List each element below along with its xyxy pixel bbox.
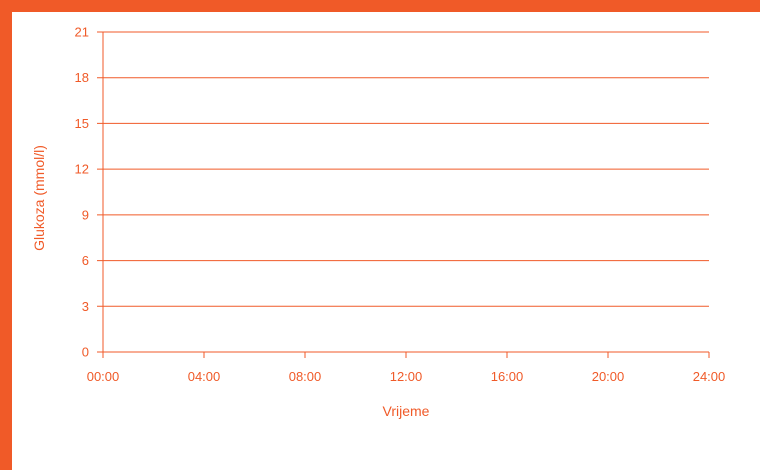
y-tick-label: 9 <box>82 207 89 222</box>
y-tick-label: 0 <box>82 345 89 360</box>
x-tick-label: 24:00 <box>693 369 726 384</box>
top-accent-bar <box>0 0 760 12</box>
y-tick-label: 15 <box>75 116 89 131</box>
y-axis-title: Glukoza (mmol/l) <box>31 145 47 251</box>
left-accent-bar <box>0 0 12 470</box>
y-tick-label: 3 <box>82 299 89 314</box>
x-axis-title: Vrijeme <box>383 403 430 419</box>
y-tick-labels: 0 3 6 9 12 15 18 21 <box>75 25 89 360</box>
x-tick-label: 04:00 <box>188 369 221 384</box>
y-tick-label: 12 <box>75 162 89 177</box>
x-tick-label: 00:00 <box>87 369 120 384</box>
y-tick-label: 18 <box>75 70 89 85</box>
x-tick-label: 16:00 <box>491 369 524 384</box>
x-tick-label: 12:00 <box>390 369 423 384</box>
y-tick-label: 6 <box>82 253 89 268</box>
y-tick-label: 21 <box>75 25 89 40</box>
axes <box>102 32 710 358</box>
grid-lines <box>97 31 709 353</box>
x-tick-labels: 00:00 04:00 08:00 12:00 16:00 20:00 24:00 <box>87 369 726 384</box>
x-tick-label: 20:00 <box>592 369 625 384</box>
x-tick-label: 08:00 <box>289 369 322 384</box>
